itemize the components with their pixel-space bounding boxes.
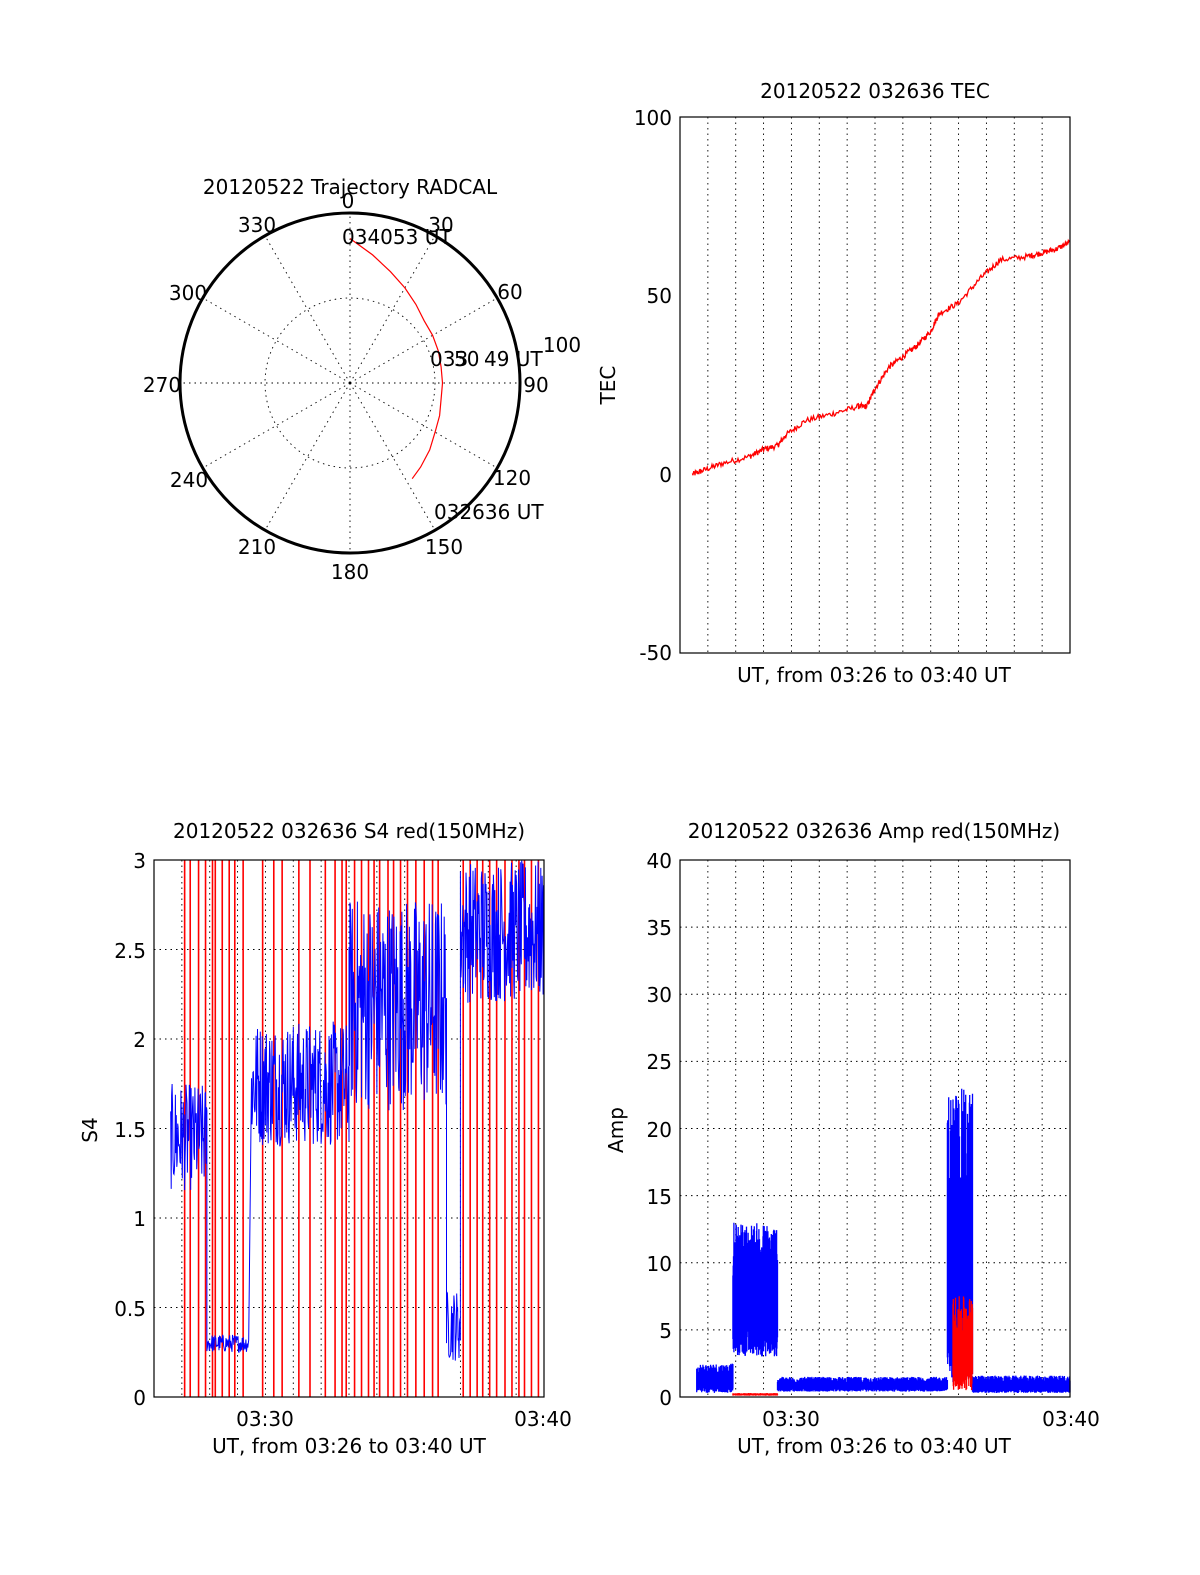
amp-blue-segment-1 xyxy=(732,1222,779,1357)
amp-ytick-5: 5 xyxy=(659,1319,672,1343)
angle-label-0: 0 xyxy=(342,189,355,213)
angle-label-60: 60 xyxy=(497,280,522,304)
amp-blue-segment-2 xyxy=(776,1376,949,1392)
s4-blue-series-line xyxy=(170,860,545,1361)
amp-plot-frame xyxy=(679,859,1071,1398)
s4-red-series xyxy=(183,860,540,1397)
angle-label-300: 300 xyxy=(169,281,207,305)
polar-spoke-150 xyxy=(349,382,436,531)
radius-label-100: 100 xyxy=(543,333,581,357)
mid-time-label-c: 49 UT xyxy=(484,347,543,371)
angle-label-30: 30 xyxy=(428,213,453,237)
polar-trajectory-panel: 20120522 Trajectory RADCAL 0 30 60 90 12… xyxy=(143,175,581,584)
mid-time-label-a: 033 xyxy=(430,347,468,371)
angle-label-210: 210 xyxy=(238,535,276,559)
polar-angle-labels: 0 30 60 90 120 150 180 210 240 270 300 3… xyxy=(143,189,581,584)
s4-ytick-3: 3 xyxy=(133,849,146,873)
s4-ytick-0-5: 0.5 xyxy=(114,1297,146,1321)
amp-blue-series xyxy=(696,1088,1071,1393)
angle-label-180: 180 xyxy=(331,560,369,584)
polar-title: 20120522 Trajectory RADCAL xyxy=(203,175,498,199)
amp-ytick-10: 10 xyxy=(647,1252,672,1276)
amp-blue-segment-3 xyxy=(946,1088,974,1384)
angle-label-120: 120 xyxy=(493,466,531,490)
s4-plot-frame xyxy=(153,859,545,1398)
s4-ytick-2: 2 xyxy=(133,1028,146,1052)
s4-ytick-0: 0 xyxy=(133,1386,146,1410)
amp-red-segment-0 xyxy=(732,1393,779,1396)
tec-ytick-100: 100 xyxy=(634,106,672,130)
polar-spoke-120 xyxy=(349,382,498,469)
angle-label-330: 330 xyxy=(238,213,276,237)
s4-ytick-1-5: 1.5 xyxy=(114,1118,146,1142)
polar-spoke-210 xyxy=(264,382,351,531)
s4-xtick-0340: 03:40 xyxy=(514,1407,572,1431)
amp-blue-segment-0 xyxy=(696,1363,734,1393)
polar-spokes xyxy=(180,213,520,553)
s4-panel: 20120522 032636 S4 red(150MHz) 3 2.5 2 1… xyxy=(78,819,572,1458)
s4-ytick-2-5: 2.5 xyxy=(114,939,146,963)
mid-time-label-b: 50 xyxy=(454,347,479,371)
amp-xlabel: UT, from 03:26 to 03:40 UT xyxy=(737,1434,1012,1458)
amp-xtick-0330: 03:30 xyxy=(762,1407,820,1431)
amp-ytick-30: 30 xyxy=(647,983,672,1007)
amp-panel: 20120522 032636 Amp red(150MHz) 40 35 30… xyxy=(604,819,1100,1458)
angle-label-90: 90 xyxy=(523,373,548,397)
polar-inner-circle xyxy=(264,297,436,469)
angle-label-270: 270 xyxy=(143,373,181,397)
tec-ytick-minus50: -50 xyxy=(639,641,672,665)
s4-y-ticks: 3 2.5 2 1.5 1 0.5 0 xyxy=(114,849,146,1410)
tec-y-ticks: 100 50 0 -50 xyxy=(634,106,672,665)
amp-red-segment-1 xyxy=(952,1296,974,1391)
amp-xtick-0340: 03:40 xyxy=(1042,1407,1100,1431)
amp-red-series xyxy=(732,1296,974,1396)
tec-panel: 20120522 032636 TEC 100 50 0 -50 TEC UT,… xyxy=(596,79,1071,687)
amp-ytick-40: 40 xyxy=(647,849,672,873)
polar-spoke-240 xyxy=(202,382,351,469)
amp-y-ticks: 40 35 30 25 20 15 10 5 0 xyxy=(647,849,672,1410)
amp-ylabel: Amp xyxy=(604,1107,628,1153)
s4-ylabel: S4 xyxy=(78,1117,102,1142)
s4-xlabel: UT, from 03:26 to 03:40 UT xyxy=(212,1434,487,1458)
polar-outer-circle xyxy=(178,211,522,555)
amp-ytick-25: 25 xyxy=(647,1050,672,1074)
angle-label-150: 150 xyxy=(425,535,463,559)
tec-plot-frame xyxy=(679,116,1071,654)
polar-spoke-30 xyxy=(349,235,436,384)
s4-xtick-0330: 03:30 xyxy=(236,1407,294,1431)
tec-ytick-0: 0 xyxy=(659,463,672,487)
angle-label-240: 240 xyxy=(170,468,208,492)
amp-ytick-0: 0 xyxy=(659,1386,672,1410)
tec-title: 20120522 032636 TEC xyxy=(760,79,990,103)
amp-ytick-15: 15 xyxy=(647,1185,672,1209)
polar-spoke-330 xyxy=(264,235,351,384)
tec-xlabel: UT, from 03:26 to 03:40 UT xyxy=(737,663,1012,687)
s4-ytick-1: 1 xyxy=(133,1207,146,1231)
amp-ytick-20: 20 xyxy=(647,1118,672,1142)
polar-spoke-300 xyxy=(202,297,351,384)
start-time-label: 032636 UT xyxy=(434,500,544,524)
amp-gridlines xyxy=(680,860,1070,1397)
tec-ytick-50: 50 xyxy=(647,284,672,308)
tec-series-line xyxy=(691,238,1070,476)
tec-ylabel: TEC xyxy=(596,366,620,406)
end-time-label: 034053 UT xyxy=(342,225,452,249)
amp-title: 20120522 032636 Amp red(150MHz) xyxy=(688,819,1060,843)
polar-spoke-60 xyxy=(349,297,498,384)
amp-ytick-35: 35 xyxy=(647,916,672,940)
amp-blue-segment-4 xyxy=(971,1375,1071,1393)
polar-trajectory-line xyxy=(349,238,444,480)
s4-title: 20120522 032636 S4 red(150MHz) xyxy=(173,819,525,843)
tec-gridlines xyxy=(707,117,1043,653)
